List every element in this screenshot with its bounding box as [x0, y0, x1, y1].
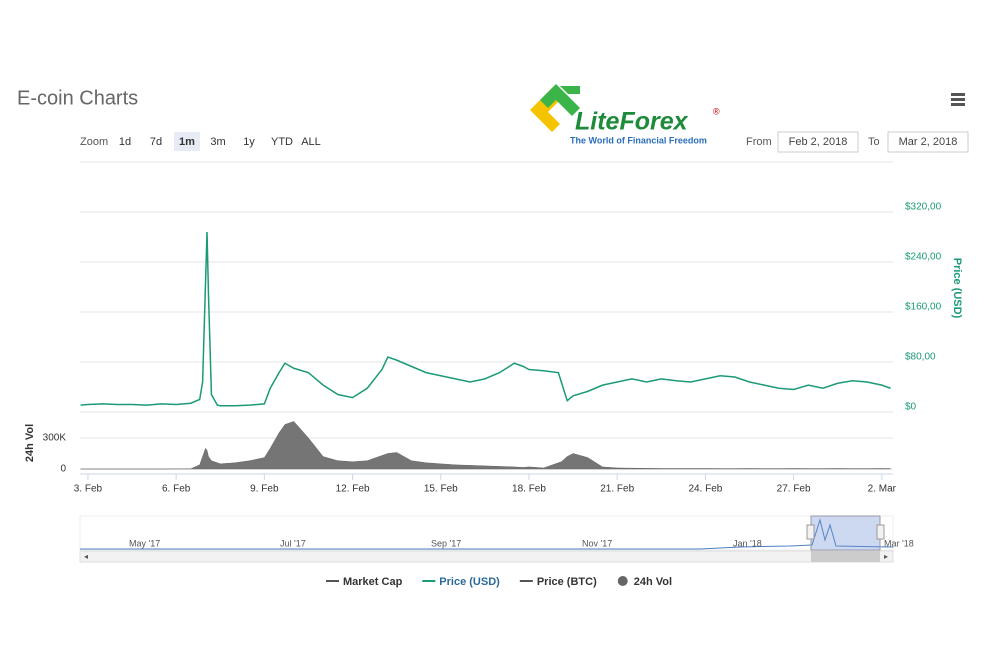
from-input[interactable]	[777, 131, 859, 153]
y-tick-label: $0	[905, 402, 917, 413]
x-tick-label: 2. Mar	[868, 484, 897, 495]
navigator[interactable]: ◂ ▸	[79, 515, 894, 563]
from-value[interactable]: Feb 2, 2018	[789, 136, 848, 148]
x-tick-label: 12. Feb	[336, 484, 370, 495]
zoom-button[interactable]: 1m	[179, 136, 195, 148]
x-tick-label: 9. Feb	[250, 484, 279, 495]
y-tick-label: $80,00	[905, 352, 936, 363]
y2-axis-title: 24h Vol	[24, 424, 36, 462]
price-line	[80, 231, 891, 407]
navigator-label: Jul '17	[280, 538, 306, 548]
zoom-button[interactable]: 3m	[210, 136, 225, 148]
x-tick-label: 3. Feb	[74, 484, 103, 495]
y2-tick-label: 300K	[43, 433, 67, 444]
zoom-button[interactable]: ALL	[301, 136, 321, 148]
navigator-label: Mar '18	[884, 538, 914, 548]
legend-item[interactable]: 24h Vol	[634, 576, 672, 588]
navigator-label: May '17	[129, 538, 160, 548]
y-tick-label: $160,00	[905, 302, 942, 313]
legend-item[interactable]: Price (BTC)	[537, 576, 597, 588]
x-tick-label: 24. Feb	[688, 484, 722, 495]
legend-item[interactable]: Market Cap	[343, 576, 403, 588]
y-axis-title: Price (USD)	[951, 258, 963, 319]
x-tick-label: 15. Feb	[424, 484, 458, 495]
svg-text:◂: ◂	[84, 552, 88, 561]
x-tick-label: 18. Feb	[512, 484, 546, 495]
y-tick-label: $320,00	[905, 202, 942, 213]
zoom-button[interactable]: 1y	[243, 136, 255, 148]
menu-icon[interactable]	[951, 93, 965, 106]
to-label: To	[868, 136, 880, 148]
logo: LiteForex ® The World of Financial Freed…	[530, 84, 720, 145]
logo-text: LiteForex	[575, 108, 689, 136]
legend-item[interactable]: Price (USD)	[439, 576, 500, 588]
zoom-button[interactable]: YTD	[271, 136, 293, 148]
zoom-button[interactable]: 7d	[150, 136, 162, 148]
navigator-label: Nov '17	[582, 538, 612, 548]
zoom-label: Zoom	[80, 136, 108, 148]
legend-symbol[interactable]	[617, 576, 628, 586]
x-tick-label: 27. Feb	[777, 484, 811, 495]
logo-mark: ®	[713, 106, 720, 116]
zoom-button-bg[interactable]	[174, 132, 200, 151]
y2-tick-label: 0	[60, 464, 66, 475]
navigator-label: Jan '18	[733, 538, 762, 548]
x-tick-label: 21. Feb	[600, 484, 634, 495]
logo-tagline: The World of Financial Freedom	[570, 135, 707, 145]
to-value[interactable]: Mar 2, 2018	[899, 136, 958, 148]
zoom-button[interactable]: 1d	[119, 136, 131, 148]
svg-text:▸: ▸	[884, 552, 888, 561]
to-input[interactable]	[887, 131, 969, 153]
y-tick-label: $240,00	[905, 252, 942, 263]
volume-area	[80, 421, 891, 470]
x-tick-label: 6. Feb	[162, 484, 191, 495]
chart-title: E-coin Charts	[17, 87, 138, 109]
navigator-label: Sep '17	[431, 538, 461, 548]
from-label: From	[746, 136, 772, 148]
